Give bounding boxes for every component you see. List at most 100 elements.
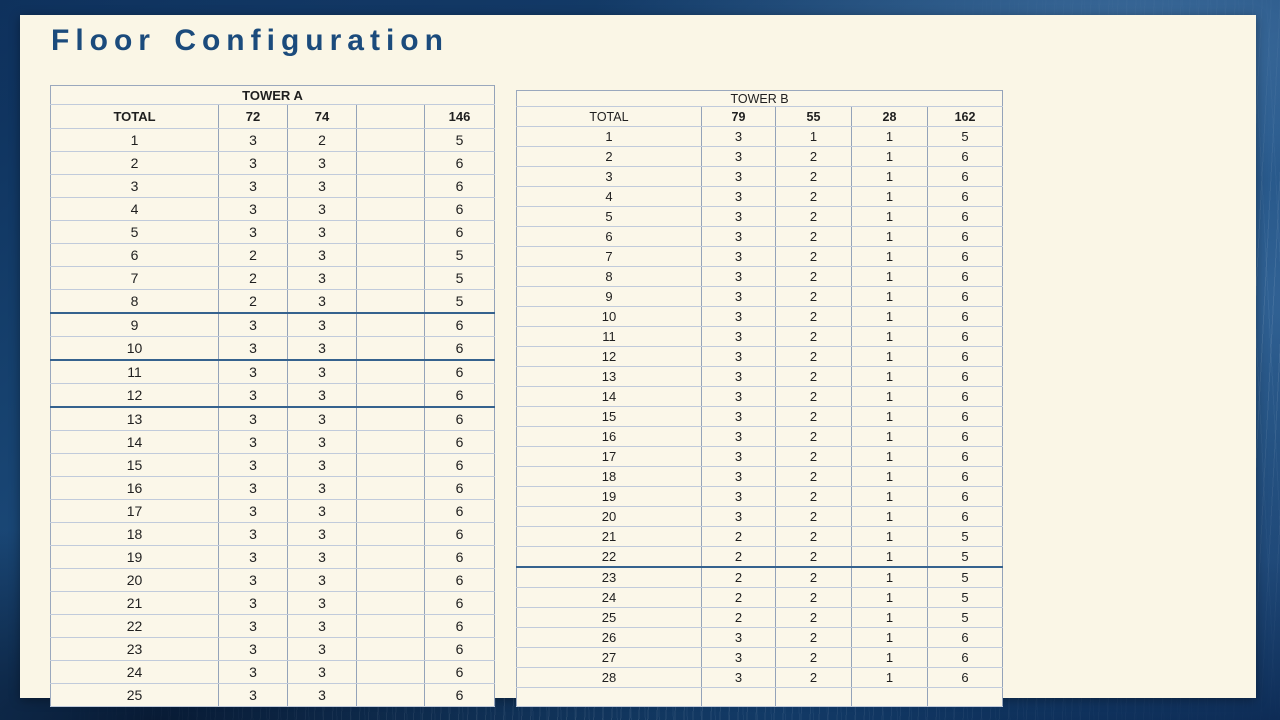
table-cell: 6 [927, 346, 1004, 367]
table-cell: 1 [851, 306, 928, 327]
table-cell [775, 687, 852, 707]
table-cell: 2 [775, 326, 852, 347]
table-row: 10 3 3 6 [50, 336, 496, 361]
table-cell [356, 683, 425, 707]
table-cell [356, 637, 425, 661]
table-cell: 5 [50, 220, 219, 244]
table-cell: 3 [218, 128, 288, 152]
table-row: 12 3 2 1 6 [516, 346, 1004, 367]
table-cell: 10 [50, 336, 219, 361]
table-cell: 3 [287, 197, 357, 221]
table-cell: 8 [50, 289, 219, 314]
table-cell: 13 [516, 366, 702, 387]
table-cell: 5 [927, 567, 1004, 588]
table-cell: 2 [775, 466, 852, 487]
table-cell: 3 [701, 627, 776, 648]
table-cell: 2 [775, 226, 852, 247]
table-cell [701, 687, 776, 707]
table-cell: 1 [851, 246, 928, 267]
table-cell: 6 [424, 591, 496, 615]
table-cell: 6 [927, 326, 1004, 347]
table-cell: 2 [775, 146, 852, 167]
table-row: 21 3 3 6 [50, 591, 496, 615]
table-cell: 6 [927, 266, 1004, 287]
table-cell: 21 [516, 526, 702, 547]
table-cell: 6 [927, 506, 1004, 527]
table-cell: 3 [701, 286, 776, 307]
table-cell: 5 [424, 243, 496, 267]
table-cell: 1 [851, 146, 928, 167]
table-cell: 3 [218, 383, 288, 408]
table-cell [356, 545, 425, 569]
table-cell: 6 [424, 360, 496, 384]
table-cell: 6 [424, 220, 496, 244]
table-cell: 3 [218, 499, 288, 523]
table-cell: 3 [701, 647, 776, 668]
table-cell: 2 [775, 206, 852, 227]
table-cell: 12 [516, 346, 702, 367]
table-cell: 24 [50, 660, 219, 684]
table-cell: 6 [424, 407, 496, 431]
table-cell: 3 [287, 313, 357, 337]
table-cell: 12 [50, 383, 219, 408]
table-row: 25 3 3 6 [50, 683, 496, 707]
table-cell: 2 [775, 526, 852, 547]
table-row: 20 3 2 1 6 [516, 506, 1004, 527]
table-cell: 3 [701, 226, 776, 247]
table-cell: 3 [287, 289, 357, 314]
table-cell [356, 313, 425, 337]
table-cell: 3 [287, 499, 357, 523]
table-cell: 2 [775, 166, 852, 187]
table-cell: 3 [218, 360, 288, 384]
table-cell: 3 [218, 660, 288, 684]
table-cell [356, 476, 425, 500]
table-cell: 1 [851, 166, 928, 187]
table-row: 23 3 3 6 [50, 637, 496, 661]
table-cell: 2 [775, 506, 852, 527]
table-row: 19 3 2 1 6 [516, 486, 1004, 507]
table-cell: 1 [851, 366, 928, 387]
table-cell: 15 [516, 406, 702, 427]
table-cell: 17 [50, 499, 219, 523]
table-cell: 1 [851, 426, 928, 447]
table-cell: 25 [50, 683, 219, 707]
table-cell: 3 [701, 486, 776, 507]
table-row: 28 3 2 1 6 [516, 667, 1004, 688]
table-cell: 2 [775, 366, 852, 387]
table-cell: 3 [218, 568, 288, 592]
table-cell: 1 [851, 346, 928, 367]
table-cell: 3 [218, 637, 288, 661]
table-cell: 6 [927, 667, 1004, 688]
column-header: 162 [927, 106, 1004, 127]
table-cell: 2 [218, 266, 288, 290]
table-cell: 3 [287, 522, 357, 546]
table-row: 11 3 3 6 [50, 360, 496, 384]
table-cell: 1 [851, 486, 928, 507]
table-cell [356, 453, 425, 477]
table-cell: 5 [927, 126, 1004, 147]
table-cell: 9 [516, 286, 702, 307]
table-cell: 9 [50, 313, 219, 337]
table-row: 23 2 2 1 5 [516, 567, 1004, 588]
table-cell: 3 [218, 313, 288, 337]
table-cell [356, 383, 425, 408]
table-cell: 3 [701, 126, 776, 147]
table-cell: 6 [424, 151, 496, 175]
table-cell: 3 [701, 306, 776, 327]
table-cell: 13 [50, 407, 219, 431]
table-cell: 18 [516, 466, 702, 487]
table-cell: 3 [287, 336, 357, 361]
table-row: 20 3 3 6 [50, 568, 496, 592]
table-row: 17 3 3 6 [50, 499, 496, 523]
table-row: 13 3 3 6 [50, 407, 496, 431]
table-cell: 2 [775, 266, 852, 287]
table-cell: 1 [851, 266, 928, 287]
table-cell: 11 [50, 360, 219, 384]
